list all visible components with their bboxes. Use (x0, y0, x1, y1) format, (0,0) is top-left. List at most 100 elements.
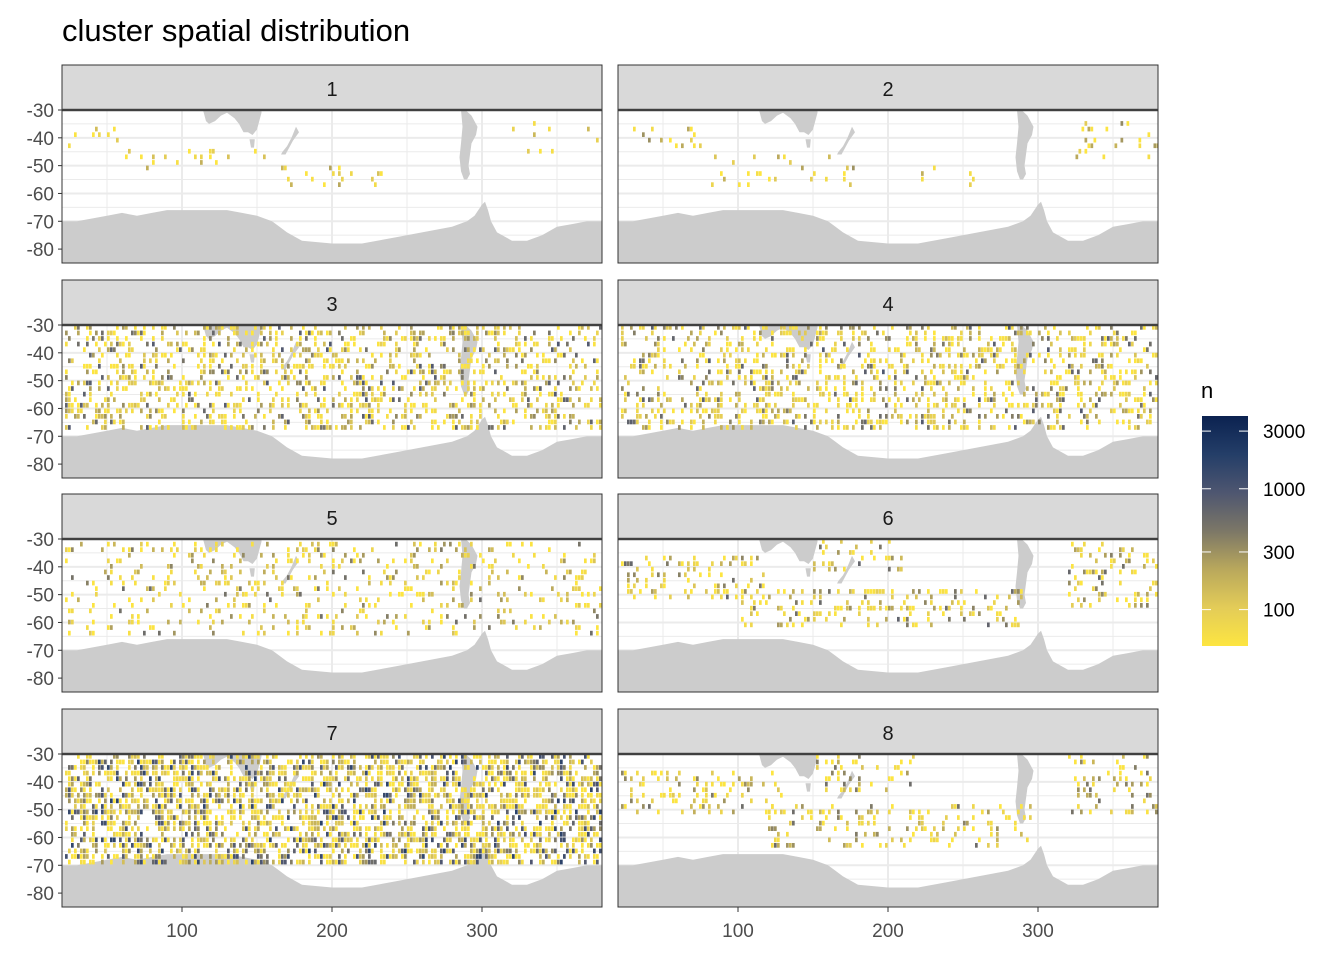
heat-cell (972, 392, 975, 397)
heat-cell (864, 370, 867, 375)
heat-cell (449, 403, 452, 408)
heat-cell (458, 420, 461, 425)
heat-cell (278, 414, 281, 419)
heat-cell (215, 826, 218, 831)
heat-cell (152, 787, 155, 792)
heat-cell (1047, 425, 1050, 430)
heat-cell (1149, 409, 1152, 414)
heat-cell (410, 603, 413, 608)
heat-cell (140, 409, 143, 414)
heat-cell (233, 409, 236, 414)
heat-cell (443, 342, 446, 347)
heat-cell (1080, 409, 1083, 414)
heat-cell (521, 575, 524, 580)
heat-cell (1104, 553, 1107, 558)
heat-cell (185, 425, 188, 430)
heat-cell (404, 760, 407, 765)
heat-cell (284, 787, 287, 792)
heat-cell (365, 414, 368, 419)
heat-cell (203, 815, 206, 820)
heat-cell (227, 787, 230, 792)
heat-cell (1020, 414, 1023, 419)
heat-cell (158, 810, 161, 815)
heat-cell (452, 331, 455, 336)
heat-cell (311, 331, 314, 336)
heat-cell (560, 597, 563, 602)
heat-cell (257, 342, 260, 347)
heat-cell (1080, 397, 1083, 402)
heat-cell (786, 331, 789, 336)
heat-cell (476, 832, 479, 837)
heat-cell (542, 358, 545, 363)
heat-cell (485, 799, 488, 804)
heat-cell (74, 826, 77, 831)
heat-cell (77, 342, 80, 347)
heat-cell (1103, 155, 1106, 160)
heat-cell (359, 609, 362, 614)
heat-cell (783, 409, 786, 414)
heat-cell (251, 331, 254, 336)
heat-cell (503, 420, 506, 425)
heat-cell (209, 843, 212, 848)
heat-cell (212, 799, 215, 804)
heat-cell (954, 595, 957, 600)
heat-cell (870, 606, 873, 611)
heat-cell (167, 425, 170, 430)
heat-cell (518, 559, 521, 564)
heat-cell (1089, 381, 1092, 386)
heat-cell (95, 409, 98, 414)
heat-cell (1137, 358, 1140, 363)
heat-cell (464, 336, 467, 341)
heat-cell (404, 614, 407, 619)
heat-cell (341, 832, 344, 837)
heat-cell (125, 782, 128, 787)
heat-cell (434, 547, 437, 552)
heat-cell (365, 793, 368, 798)
heat-cell (1077, 547, 1080, 552)
heat-cell (371, 787, 374, 792)
heat-cell (89, 782, 92, 787)
heat-cell (119, 375, 122, 380)
heat-cell (410, 409, 413, 414)
heat-cell (296, 397, 299, 402)
heat-cell (314, 586, 317, 591)
heat-cell (209, 353, 212, 358)
heat-cell (71, 838, 74, 843)
heat-cell (419, 771, 422, 776)
heat-cell (317, 347, 320, 352)
heat-cell (302, 821, 305, 826)
heat-cell (563, 375, 566, 380)
heat-cell (350, 843, 353, 848)
heat-cell (236, 832, 239, 837)
heat-cell (116, 386, 119, 391)
heat-cell (68, 409, 71, 414)
heat-cell (690, 127, 693, 132)
heat-cell (533, 625, 536, 630)
heat-cell (639, 370, 642, 375)
heat-cell (296, 860, 299, 865)
heat-cell (924, 600, 927, 605)
heat-cell (879, 381, 882, 386)
heat-cell (260, 771, 263, 776)
heat-cell (80, 849, 83, 854)
heat-cell (506, 347, 509, 352)
heat-cell (461, 381, 464, 386)
heat-cell (71, 575, 74, 580)
heat-cell (687, 578, 690, 583)
heat-cell (233, 331, 236, 336)
heat-cell (110, 765, 113, 770)
heat-cell (482, 810, 485, 815)
heat-cell (401, 782, 404, 787)
heat-cell (404, 771, 407, 776)
heat-cell (1011, 414, 1014, 419)
heat-cell (104, 843, 107, 848)
heat-cell (642, 403, 645, 408)
heat-cell (506, 826, 509, 831)
heat-cell (491, 854, 494, 859)
heat-cell (74, 765, 77, 770)
heat-cell (765, 414, 768, 419)
heat-cell (452, 782, 455, 787)
heat-cell (263, 860, 266, 865)
heat-cell (272, 804, 275, 809)
heat-cell (326, 810, 329, 815)
